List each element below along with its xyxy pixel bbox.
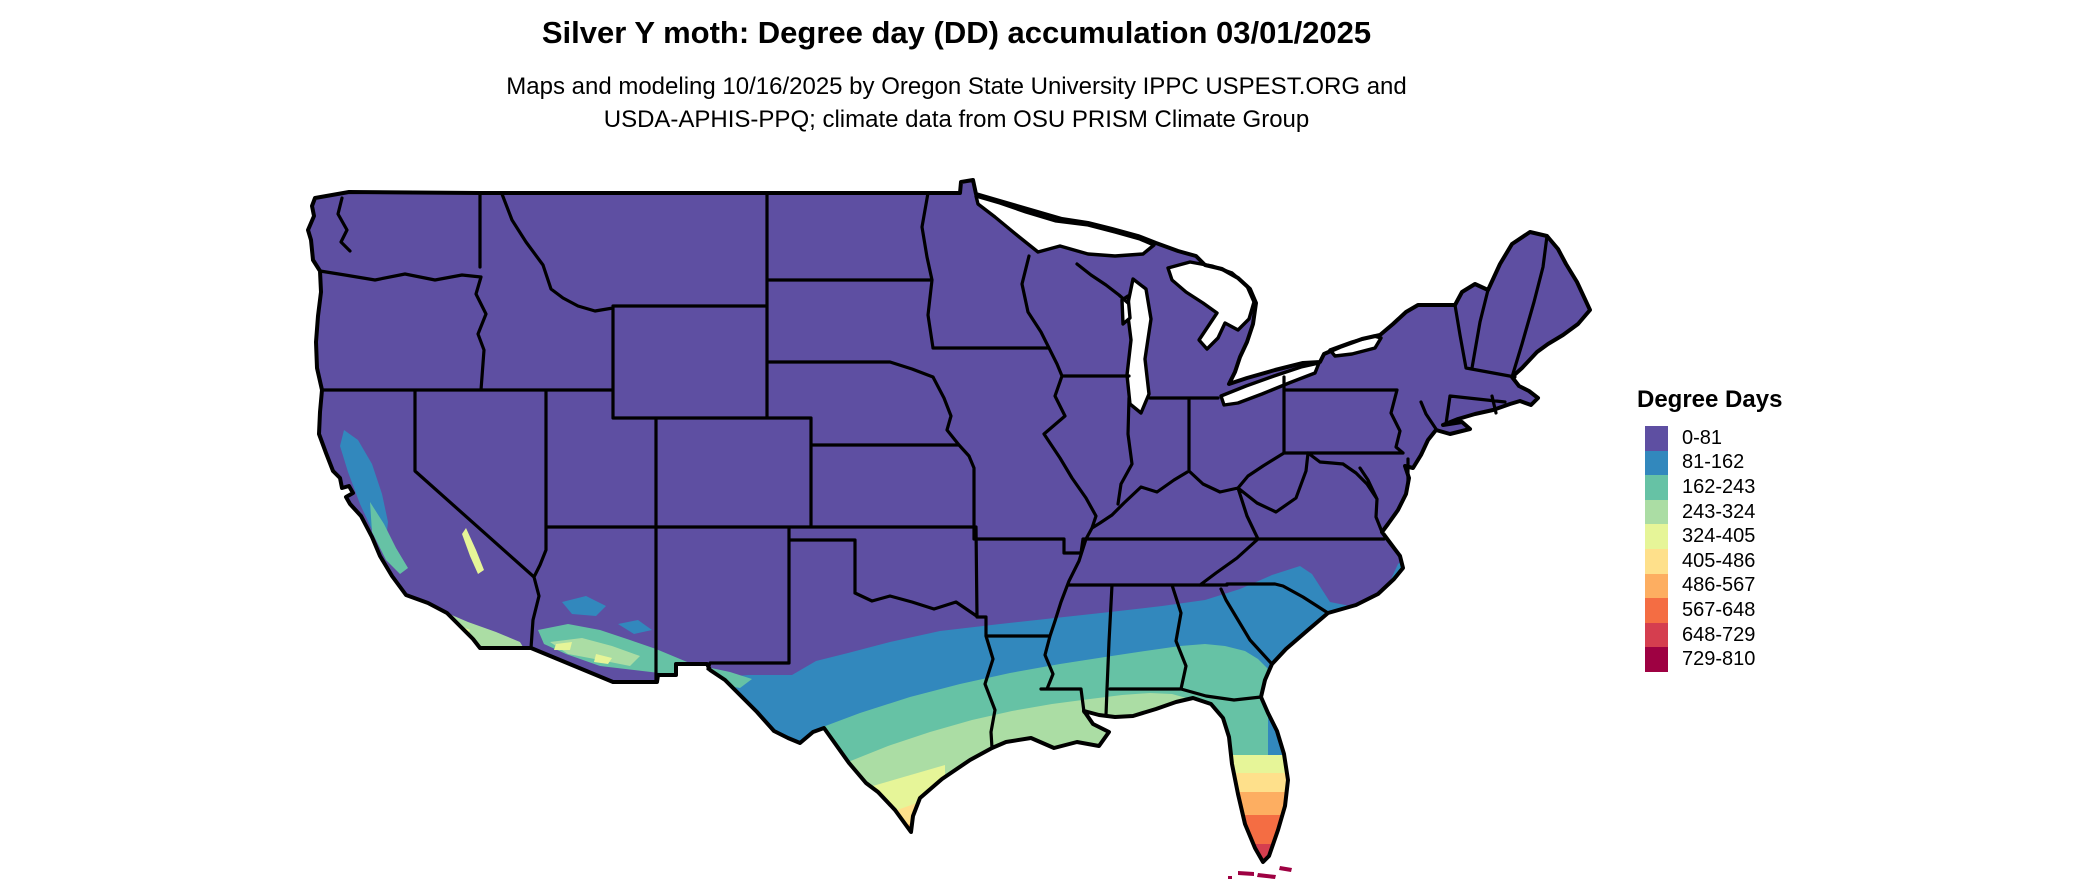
legend-row: 486-567	[1645, 573, 1782, 599]
legend-swatch	[1645, 647, 1668, 672]
legend-swatch	[1645, 450, 1668, 476]
subtitle-line-2: USDA-APHIS-PPQ; climate data from OSU PR…	[603, 106, 1310, 133]
title-block: Silver Y moth: Degree day (DD) accumulat…	[284, 14, 1629, 136]
legend-label: 648-729	[1682, 623, 1756, 646]
legend-label: 81-162	[1682, 451, 1745, 474]
legend-rows: 0-81 81-162 162-243 243-324 324-405 405-…	[1637, 426, 1782, 672]
legend-row: 405-486	[1645, 548, 1782, 574]
legend-label: 567-648	[1682, 598, 1756, 621]
legend-row: 729-810	[1645, 647, 1782, 672]
legend-row: 567-648	[1645, 598, 1782, 623]
legend-swatch	[1645, 426, 1668, 451]
subtitle-line-1: Maps and modeling 10/16/2025 by Oregon S…	[506, 73, 1407, 100]
legend-swatch	[1645, 499, 1668, 525]
legend-swatch	[1645, 475, 1668, 500]
state-borders	[318, 191, 1549, 750]
arizona-blue-patch-1	[562, 596, 606, 616]
florida-keys	[1228, 866, 1292, 879]
band-567-648-florida	[1218, 815, 1298, 844]
subtitle: Maps and modeling 10/16/2025 by Oregon S…	[284, 70, 1629, 136]
arizona-pale-patch-2	[594, 654, 612, 664]
legend-row: 0-81	[1645, 426, 1782, 451]
legend-label: 729-810	[1682, 648, 1756, 671]
arizona-blue-patch-2	[618, 620, 652, 634]
legend-row: 243-324	[1645, 499, 1782, 525]
legend-title: Degree Days	[1637, 386, 1783, 413]
legend-swatch	[1645, 524, 1668, 549]
legend-swatch	[1645, 573, 1668, 599]
legend-label: 405-486	[1682, 549, 1756, 572]
legend-row: 162-243	[1645, 475, 1782, 500]
legend-label: 162-243	[1682, 475, 1756, 498]
us-outline	[306, 178, 1592, 864]
channel-island-1	[402, 628, 418, 636]
death-valley-pale-streak	[462, 528, 484, 574]
lake-michigan	[1125, 277, 1153, 415]
us-degree-day-map	[300, 172, 1645, 892]
channel-island-2	[426, 636, 441, 644]
lake-erie	[1219, 361, 1321, 407]
arizona-pale-patch-1	[554, 642, 572, 650]
page-title: Silver Y moth: Degree day (DD) accumulat…	[541, 15, 1372, 50]
lake-superior	[974, 194, 1156, 258]
legend-row: 324-405	[1645, 524, 1782, 549]
legend-label: 243-324	[1682, 500, 1756, 523]
legend-swatch	[1645, 548, 1668, 574]
legend-row: 648-729	[1645, 622, 1782, 648]
legend-label: 0-81	[1682, 426, 1723, 449]
legend-label: 486-567	[1682, 574, 1756, 597]
legend-label: 324-405	[1682, 525, 1756, 548]
arizona-green-patch	[550, 638, 640, 666]
legend-row: 81-162	[1645, 450, 1782, 476]
california-valley-teal	[370, 502, 408, 574]
legend-swatch	[1645, 622, 1668, 648]
band-324-405-florida	[1218, 755, 1298, 773]
map-svg	[306, 178, 1592, 879]
legend: Degree Days 0-81 81-162 162-243 243-324 …	[1637, 386, 1782, 672]
legend-swatch	[1645, 598, 1668, 623]
